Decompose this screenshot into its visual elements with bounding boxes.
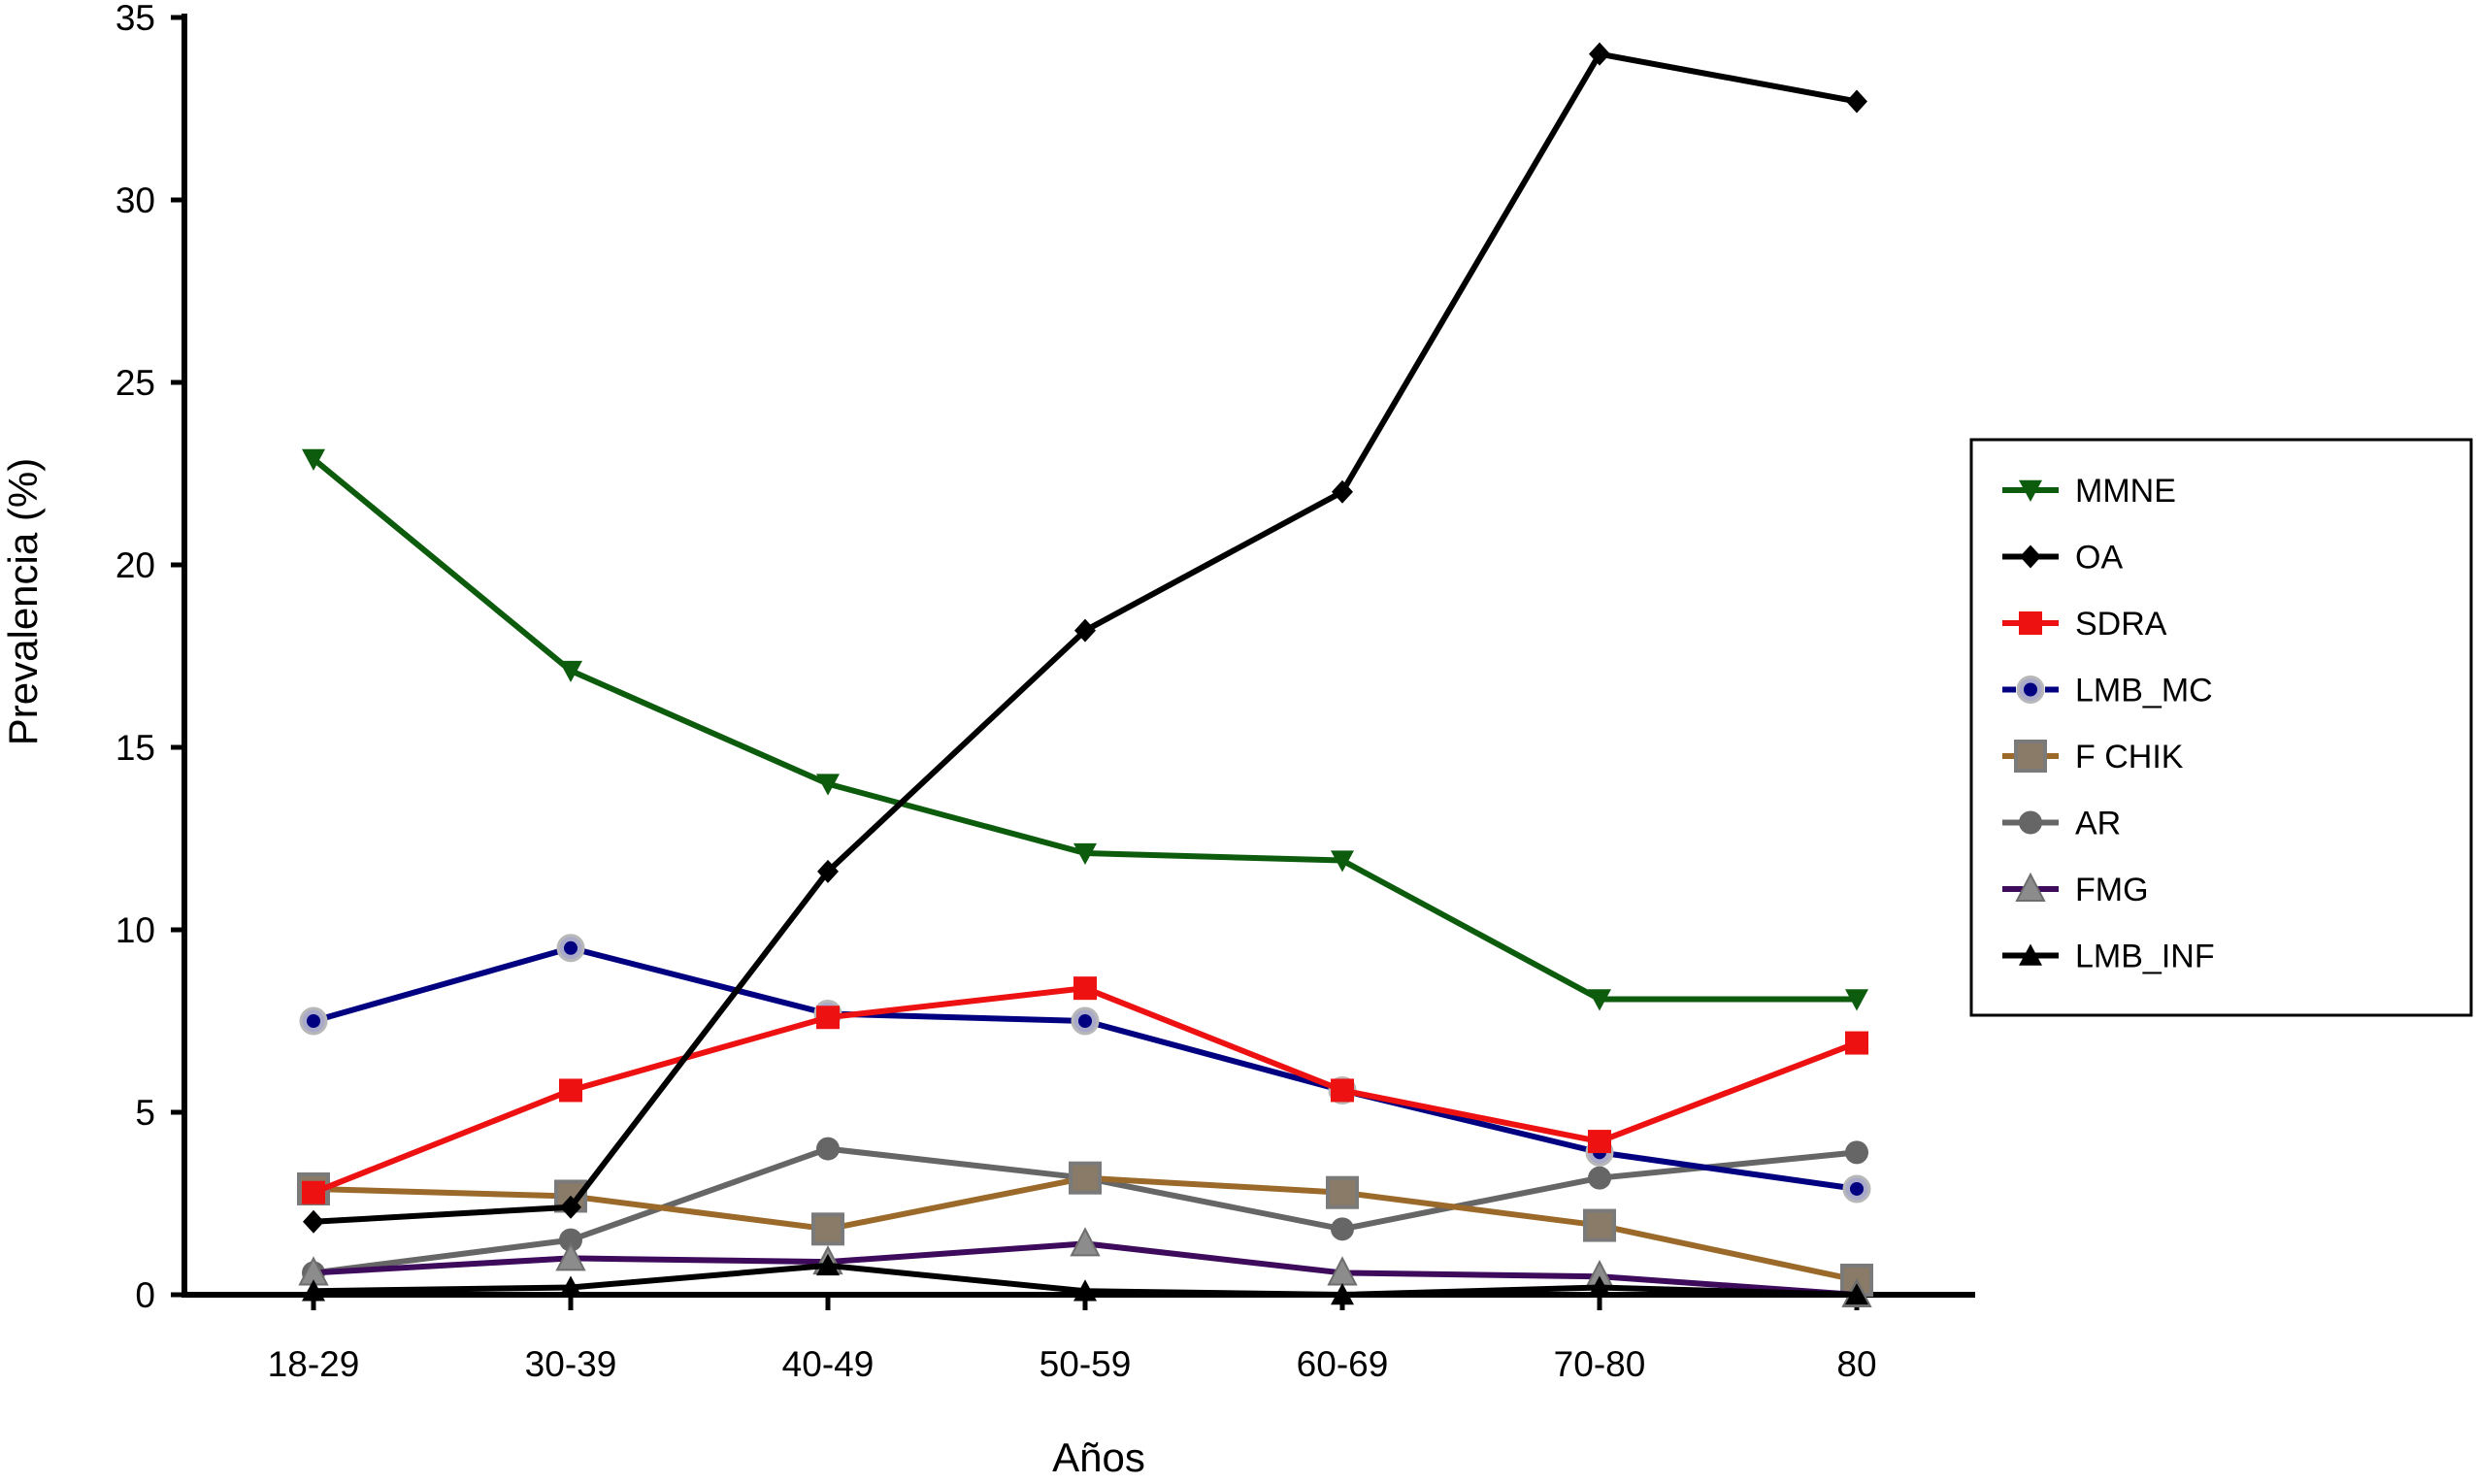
- x-tick-label: 30-39: [525, 1344, 617, 1384]
- legend-item-f-chik: F CHIK: [2002, 739, 2184, 775]
- data-point-ar: [559, 1228, 582, 1252]
- data-point-oa: [1332, 479, 1353, 504]
- y-tick-label: 25: [116, 363, 155, 403]
- data-point-ar: [1588, 1166, 1611, 1190]
- y-axis-ticks: 0 5 10 15 20 25 30 35: [116, 0, 184, 1315]
- legend-box: [1969, 438, 2473, 1017]
- legend-marker: [2019, 479, 2042, 502]
- legend-label: LMB_INF: [2075, 939, 2215, 975]
- data-point-lmb-mc-center: [1850, 1181, 1864, 1196]
- data-point-f-chik: [1326, 1175, 1359, 1209]
- legend-label: SDRA: [2075, 606, 2167, 643]
- data-point-mmne: [1588, 989, 1611, 1011]
- y-tick-label: 10: [116, 910, 155, 950]
- legend-item-sdra: SDRA: [2002, 606, 2167, 643]
- data-point-oa: [560, 1195, 581, 1219]
- legend-marker: [2019, 810, 2042, 835]
- legend-item-lmb-inf: LMB_INF: [2002, 939, 2215, 975]
- legend-marker: [2019, 943, 2042, 966]
- series-sdra: [302, 976, 1868, 1204]
- data-point-lmb-inf: [1845, 1283, 1868, 1305]
- data-point-f-chik: [1069, 1161, 1102, 1195]
- legend-label: MMNE: [2075, 473, 2176, 510]
- data-point-ar: [1845, 1140, 1868, 1165]
- legend-marker: [2015, 872, 2046, 902]
- y-axis-title: Prevalencia (%): [0, 458, 46, 745]
- x-tick-label: 40-49: [782, 1344, 875, 1384]
- legend-marker: [2020, 544, 2041, 569]
- data-point-mmne: [1845, 989, 1868, 1011]
- data-point-oa: [817, 859, 839, 883]
- x-tick-label: 70-80: [1554, 1344, 1646, 1384]
- series-mmne: [302, 448, 1868, 1011]
- data-point-sdra: [302, 1180, 325, 1204]
- y-tick-label: 35: [116, 0, 155, 38]
- y-tick-label: 5: [135, 1093, 155, 1133]
- legend-label: AR: [2075, 806, 2121, 842]
- x-tick-label: 60-69: [1297, 1344, 1389, 1384]
- x-tick-label: 18-29: [268, 1344, 360, 1384]
- data-point-lmb-inf: [1073, 1279, 1097, 1302]
- data-point-oa: [1846, 89, 1867, 114]
- data-point-ar: [1331, 1217, 1354, 1241]
- series-line-mmne: [312, 456, 1857, 1003]
- y-tick-label: 30: [116, 181, 155, 220]
- data-point-sdra: [559, 1078, 582, 1103]
- legend-label: FMG: [2075, 872, 2149, 908]
- data-point-sdra: [1331, 1078, 1354, 1103]
- x-axis-title: Años: [1052, 1435, 1145, 1480]
- data-point-mmne: [1073, 842, 1097, 866]
- data-point-lmb-mc-center: [1078, 1014, 1092, 1028]
- x-axis-ticks: 18-29 30-39 40-49 50-59 60-69 70-80 80: [268, 1295, 1877, 1384]
- legend-label: LMB_MC: [2075, 673, 2213, 709]
- data-point-f-chik: [1583, 1208, 1616, 1242]
- legend: MMNE OA SDRA LMB_MC F CHIK AR FMG LMB_INF: [1969, 438, 2473, 1017]
- legend-marker-center: [2024, 682, 2037, 697]
- data-point-f-chik: [811, 1212, 844, 1246]
- data-point-lmb-inf: [559, 1275, 582, 1298]
- y-tick-label: 0: [135, 1275, 155, 1315]
- data-point-mmne: [559, 660, 582, 683]
- data-point-ar: [816, 1137, 840, 1161]
- y-tick-label: 15: [116, 728, 155, 768]
- series-lmb-inf: [302, 1253, 1868, 1305]
- data-point-mmne: [302, 448, 325, 471]
- data-point-sdra: [1845, 1031, 1868, 1055]
- data-point-lmb-mc-center: [307, 1014, 320, 1028]
- data-point-mmne: [1331, 850, 1354, 873]
- legend-item-mmne: MMNE: [2002, 473, 2176, 510]
- series-oa: [303, 42, 1867, 1234]
- data-point-oa: [1589, 42, 1610, 66]
- x-tick-label: 80: [1836, 1344, 1876, 1384]
- data-point-oa: [1074, 618, 1096, 643]
- data-point-lmb-inf: [1331, 1283, 1354, 1305]
- data-point-mmne: [816, 774, 840, 796]
- x-tick-label: 50-59: [1040, 1344, 1132, 1384]
- legend-marker: [2019, 611, 2042, 635]
- legend-label: OA: [2075, 540, 2123, 577]
- data-point-lmb-inf: [302, 1279, 325, 1302]
- legend-item-ar: AR: [2002, 806, 2121, 842]
- legend-marker: [2014, 740, 2047, 773]
- data-point-sdra: [1588, 1130, 1611, 1154]
- data-point-oa: [303, 1209, 324, 1234]
- legend-item-fmg: FMG: [2002, 872, 2149, 908]
- legend-item-lmb-mc: LMB_MC: [2002, 673, 2213, 709]
- axes: [182, 14, 1975, 1298]
- data-point-sdra: [816, 1006, 840, 1030]
- data-point-fmg: [1070, 1227, 1101, 1257]
- data-point-lmb-mc-center: [564, 940, 578, 955]
- data-point-lmb-inf: [1588, 1275, 1611, 1298]
- data-point-sdra: [1073, 976, 1097, 1001]
- y-tick-label: 20: [116, 545, 155, 585]
- series-layer: [297, 42, 1873, 1307]
- data-point-lmb-inf: [816, 1253, 840, 1276]
- legend-item-oa: OA: [2002, 540, 2123, 577]
- legend-label: F CHIK: [2075, 739, 2184, 775]
- data-point-fmg: [555, 1241, 586, 1271]
